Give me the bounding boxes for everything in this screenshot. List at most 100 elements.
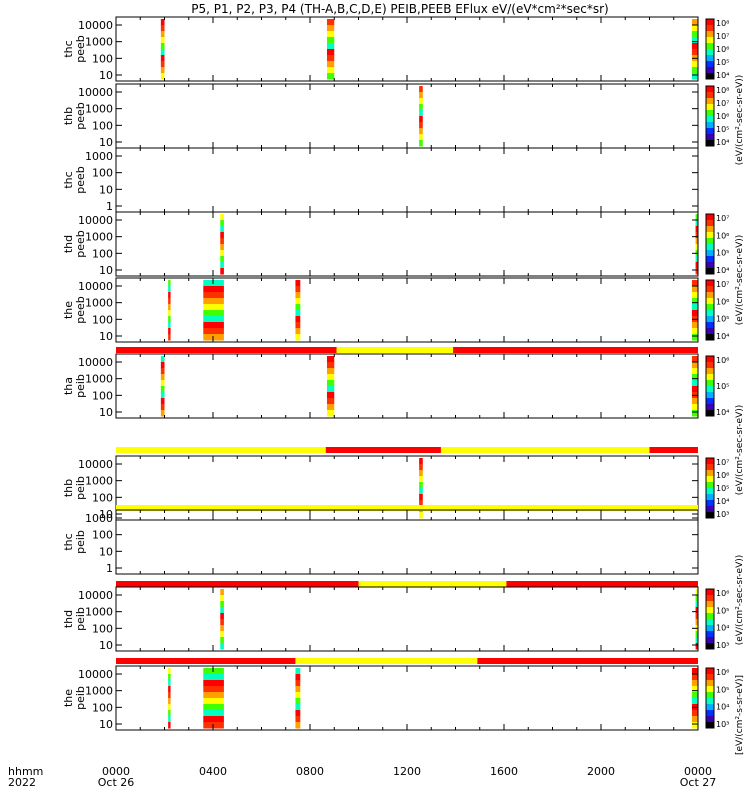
spectrogram-burst-cell [203, 668, 224, 675]
y-tick-label: 100 [92, 167, 113, 180]
y-axis-label: peeb [74, 230, 87, 258]
y-tick-label: 10 [99, 508, 113, 521]
y-tick-label: 10000 [78, 214, 113, 227]
spectrogram-burst-cell [691, 410, 698, 417]
y-tick-label: 1000 [85, 606, 113, 619]
spectrogram-burst-cell [691, 280, 698, 287]
colorbar-cell [706, 470, 714, 477]
spectrogram-burst-cell [220, 250, 224, 257]
spectrogram-burst-cell [203, 322, 224, 329]
colorbar-cell [706, 404, 714, 411]
colorbar-tick-label: 10⁸ [716, 19, 729, 28]
colorbar-cell [706, 356, 714, 363]
y-tick-label: 100 [92, 701, 113, 714]
spectrogram-burst-cell [168, 716, 171, 723]
colorbar-cell [706, 140, 714, 147]
spectrogram-burst-cell [295, 698, 301, 705]
colorbar-tick-label: 10⁵ [716, 125, 729, 134]
spectrogram-burst-cell [203, 280, 224, 287]
colorbar-cell [706, 292, 714, 299]
spectrogram-burst-cell [419, 128, 423, 135]
y-axis-label: peeb [74, 102, 87, 130]
spectrogram-burst-cell [695, 643, 698, 650]
spectrogram-burst-cell [695, 595, 698, 602]
colorbar-tick-label: 10⁶ [716, 356, 729, 365]
spectrogram-burst-cell [695, 607, 698, 614]
spectrogram-burst-cell [691, 698, 698, 705]
spectrogram-burst-cell [691, 49, 698, 56]
spectrogram-burst-cell [220, 256, 224, 263]
spectrogram-burst-cell [220, 595, 224, 602]
spectrogram-burst-cell [695, 232, 698, 239]
colorbar-tick-label: 10⁷ [716, 99, 729, 108]
x-tick-date-label: Oct 26 [98, 776, 135, 789]
spectrogram-burst-cell [160, 55, 165, 62]
spectrogram-burst-cell [295, 680, 301, 687]
mode-bar-segment [506, 581, 698, 587]
spectrogram-burst-cell [168, 334, 171, 341]
spectrogram-burst-cell [295, 692, 301, 699]
panel-frame [115, 586, 699, 652]
colorbar-tick-label: 10⁷ [716, 280, 729, 289]
spectrogram-burst-cell [691, 692, 698, 699]
panel-frame [115, 211, 699, 277]
y-tick-label: 1000 [85, 150, 113, 163]
colorbar-cell [706, 310, 714, 317]
spectrogram-burst-cell [326, 61, 335, 68]
colorbar-cell [706, 613, 714, 620]
y-axis-label: the [62, 689, 75, 707]
colorbar-cell [706, 98, 714, 105]
colorbar-tick-label: 10⁵ [716, 685, 729, 694]
spectrogram-burst-cell [295, 328, 301, 335]
y-axis-label: peib [74, 374, 87, 398]
y-axis-label: peib [74, 476, 87, 500]
spectrogram-burst-cell [203, 298, 224, 305]
spectrogram-burst-cell [326, 392, 335, 399]
spectrogram-burst-cell [691, 322, 698, 329]
spectrogram-burst-cell [220, 625, 224, 632]
spectrogram-burst-cell [160, 49, 165, 56]
spectrogram-burst-cell [691, 67, 698, 74]
colorbar-tick-label: 10⁴ [716, 266, 729, 275]
colorbar-tick-label: 10⁶ [716, 297, 729, 306]
figure-title: P5, P1, P2, P3, P4 (TH-A,B,C,D,E) PEIB,P… [191, 2, 608, 16]
colorbar-cell [706, 716, 714, 723]
colorbar-tick-label: 10⁵ [716, 249, 729, 258]
spectrogram-burst-cell [326, 398, 335, 405]
colorbar-cell [706, 238, 714, 245]
colorbar-tick-label: 10³ [716, 720, 729, 729]
y-tick-label: 100 [92, 491, 113, 504]
spectrogram-burst-cell [160, 19, 165, 26]
spectrogram-burst-cell [160, 362, 165, 369]
colorbar-tick-label: 10⁶ [716, 231, 729, 240]
colorbar-cell [706, 31, 714, 38]
colorbar-frame [705, 588, 715, 650]
spectrogram-burst-cell [168, 710, 171, 717]
y-tick-label: 1000 [85, 297, 113, 310]
mode-bar-segment [325, 447, 441, 453]
colorbar-cell [706, 244, 714, 251]
colorbar-cell [706, 368, 714, 375]
colorbar: 10³ 10⁴ 10⁵ 10⁶ [705, 667, 729, 729]
y-axis-label: the [62, 301, 75, 319]
x-tick-time-label: 0400 [199, 765, 227, 778]
y-axis-label: thc [62, 40, 75, 57]
colorbar-cell [706, 458, 714, 465]
colorbar-tick-label: 10⁵ [716, 58, 729, 67]
colorbar-cell [706, 362, 714, 369]
y-tick-label: 100 [92, 247, 113, 260]
colorbar-label-d: (eV/(cm²-sec-sr-eV)) [735, 555, 745, 646]
y-tick-label: 10 [99, 639, 113, 652]
mode-bar-segment [440, 447, 650, 453]
spectrogram-burst-cell [691, 680, 698, 687]
colorbar-cell [706, 67, 714, 74]
spectrogram-burst-cell [160, 404, 165, 411]
colorbar-cell [706, 601, 714, 608]
spectrogram-burst-cell [295, 716, 301, 723]
colorbar-tick-label: 10⁷ [716, 458, 729, 467]
y-tick-label: 1 [106, 200, 113, 213]
spectrogram-burst-cell [160, 73, 165, 80]
colorbar-cell [706, 268, 714, 275]
spectrogram-burst-cell [168, 686, 171, 693]
